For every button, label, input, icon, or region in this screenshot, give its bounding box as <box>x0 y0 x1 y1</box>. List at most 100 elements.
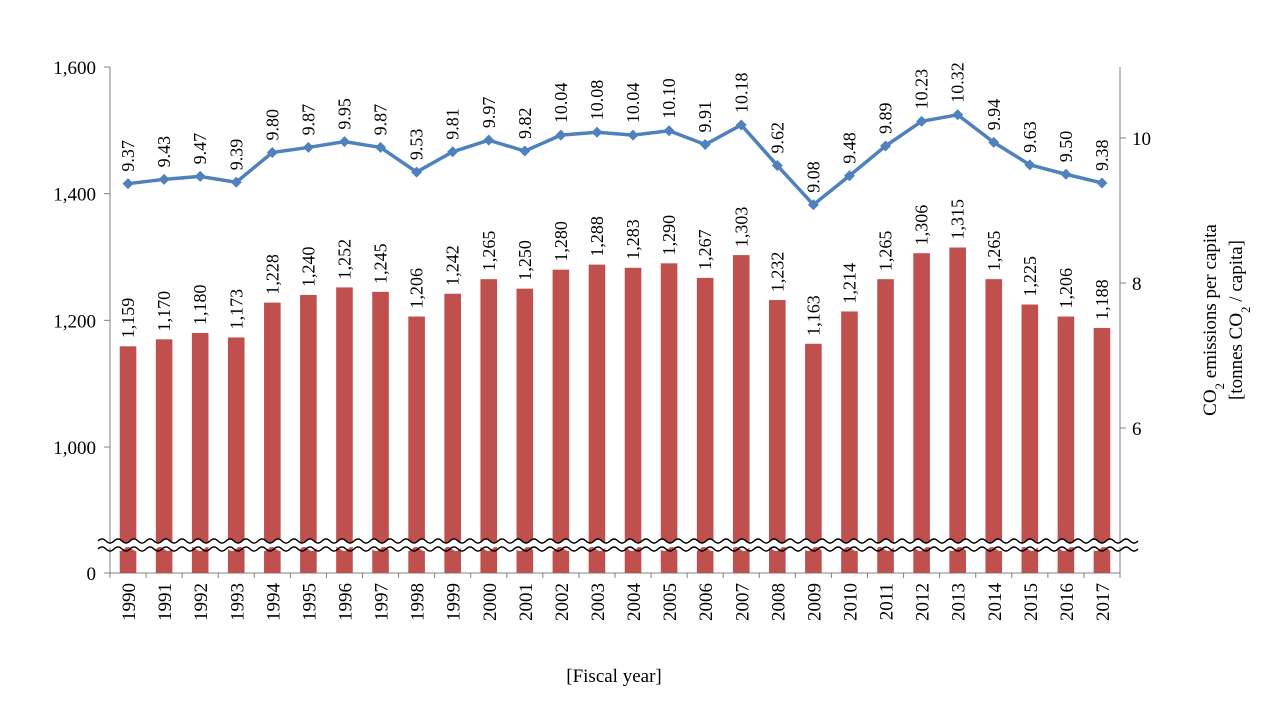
right-tick-label: 8 <box>1132 274 1142 295</box>
line-marker-1999 <box>447 146 459 158</box>
line-label-2003: 10.08 <box>587 80 607 121</box>
line-label-2016: 9.50 <box>1056 131 1076 163</box>
bar-label-1991: 1,170 <box>154 291 174 332</box>
line-label-1999: 9.81 <box>443 108 463 140</box>
bar-label-1994: 1,228 <box>262 254 282 295</box>
line-label-2002: 10.04 <box>551 83 571 124</box>
bar-2007 <box>732 255 750 573</box>
x-tick-label-1992: 1992 <box>191 583 212 621</box>
left-tick-label: 1,400 <box>53 185 96 206</box>
bar-2016 <box>1057 316 1075 573</box>
per-capita-line <box>127 113 1103 207</box>
x-tick-label-2015: 2015 <box>1021 583 1042 621</box>
bar-2002 <box>552 269 570 573</box>
bars-layer <box>119 247 1111 573</box>
x-tick-label-2000: 2000 <box>480 583 501 621</box>
bar-2009 <box>805 343 822 573</box>
x-tick-label-2014: 2014 <box>985 583 1006 622</box>
bar-2006 <box>696 277 714 573</box>
bar-1999 <box>444 293 461 573</box>
line-marker-2000 <box>483 134 495 146</box>
bar-1992 <box>191 333 209 573</box>
x-tick-label-2013: 2013 <box>949 583 970 621</box>
x-tick-label-2004: 2004 <box>624 583 645 622</box>
line-label-2000: 9.97 <box>479 97 499 129</box>
x-tick-label-2001: 2001 <box>516 583 537 621</box>
line-label-2017: 9.38 <box>1092 139 1112 171</box>
bar-1993 <box>227 337 245 573</box>
line-marker-2015 <box>1024 159 1036 171</box>
line-marker-2006 <box>699 139 711 151</box>
x-tick-label-1990: 1990 <box>119 583 140 621</box>
line-label-1996: 9.95 <box>334 98 354 130</box>
line-label-2011: 9.89 <box>876 102 896 134</box>
x-tick-label-1993: 1993 <box>227 583 248 621</box>
line-label-2007: 10.18 <box>731 72 751 113</box>
line-marker-2009 <box>807 199 819 211</box>
bar-1995 <box>300 295 317 573</box>
line-label-2008: 9.62 <box>767 122 787 154</box>
x-tick-label-2011: 2011 <box>877 583 898 620</box>
line-label-2015: 9.63 <box>1020 121 1040 153</box>
x-tick-label-2009: 2009 <box>804 583 825 621</box>
bar-label-2005: 1,290 <box>659 215 679 256</box>
line-label-2010: 9.48 <box>839 132 859 164</box>
line-label-1995: 9.87 <box>298 104 318 136</box>
bar-label-2001: 1,250 <box>515 240 535 281</box>
line-label-1997: 9.87 <box>371 104 391 136</box>
bar-label-1997: 1,245 <box>371 243 391 284</box>
line-label-1990: 9.37 <box>118 140 138 172</box>
bar-label-1998: 1,206 <box>407 268 427 309</box>
bar-1994 <box>264 302 281 573</box>
line-label-2006: 9.91 <box>695 101 715 133</box>
bar-2017 <box>1093 327 1111 573</box>
bar-label-2006: 1,267 <box>695 229 715 270</box>
bar-label-2015: 1,225 <box>1020 256 1040 297</box>
line-marker-2002 <box>555 129 567 141</box>
bar-2013 <box>949 247 966 573</box>
x-tick-label-1997: 1997 <box>372 583 393 621</box>
line-marker-2016 <box>1060 168 1072 180</box>
x-tick-label-1995: 1995 <box>299 583 320 621</box>
line-label-1991: 9.43 <box>154 136 174 168</box>
line-marker-1995 <box>302 141 314 153</box>
bar-1990 <box>119 346 137 573</box>
bar-2015 <box>1021 304 1039 573</box>
bar-1991 <box>155 339 173 573</box>
x-tick-label-2016: 2016 <box>1057 583 1078 621</box>
left-tick-label: 1,600 <box>53 58 96 79</box>
bar-1996 <box>336 287 353 573</box>
line-marker-2004 <box>627 129 639 141</box>
left-tick-label: 0 <box>87 564 97 585</box>
line-label-1993: 9.39 <box>226 139 246 171</box>
bar-label-2012: 1,306 <box>912 205 932 246</box>
bar-2010 <box>841 311 858 573</box>
right-axis-title-subscript2: 2 <box>1238 306 1253 313</box>
x-tick-label-1994: 1994 <box>263 583 284 622</box>
bar-label-2009: 1,163 <box>803 295 823 336</box>
x-tick-label-1998: 1998 <box>408 583 429 621</box>
bar-label-1990: 1,159 <box>118 298 138 339</box>
x-tick-label-1999: 1999 <box>444 583 465 621</box>
line-marker-1993 <box>230 176 242 188</box>
bar-1997 <box>372 291 389 573</box>
bar-label-1995: 1,240 <box>298 247 318 288</box>
bar-label-2004: 1,283 <box>623 219 643 260</box>
x-tick-label-2008: 2008 <box>768 583 789 621</box>
bar-label-2013: 1,315 <box>948 199 968 240</box>
left-tick-label: 1,000 <box>53 438 96 459</box>
line-marker-2001 <box>519 145 531 157</box>
left-tick-label: 1,200 <box>53 311 96 332</box>
x-tick-label-2007: 2007 <box>732 583 753 621</box>
line-label-2001: 9.82 <box>515 108 535 140</box>
line-label-2005: 10.10 <box>659 78 679 119</box>
line-marker-1992 <box>194 170 206 182</box>
x-tick-label-2002: 2002 <box>552 583 573 621</box>
line-marker-1990 <box>122 178 134 190</box>
x-tick-label-1991: 1991 <box>155 583 176 621</box>
line-label-2013: 10.32 <box>948 62 968 103</box>
line-marker-2011 <box>880 140 892 152</box>
x-tick-label-2003: 2003 <box>588 583 609 621</box>
bar-2000 <box>480 279 498 573</box>
